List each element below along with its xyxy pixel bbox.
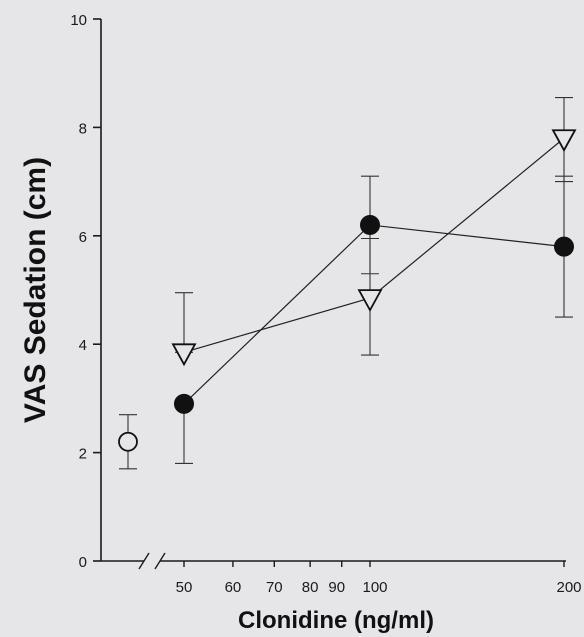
axes: 0 2 4 6 8 10 50 60 70 80 90 100 200 (70, 12, 581, 596)
data-point-filled-circle (360, 214, 380, 235)
x-tick-label: 90 (328, 579, 345, 596)
data-markers (118, 129, 577, 452)
y-tick-label: 6 (79, 229, 87, 246)
data-point-open-triangle (551, 129, 577, 153)
data-point-open-circle (118, 431, 138, 452)
data-point-filled-circle (554, 236, 574, 257)
y-tick-label: 10 (70, 12, 87, 29)
data-point-open-triangle (357, 289, 383, 312)
y-tick-label: 4 (79, 337, 87, 354)
x-axis-title: Clonidine (ng/ml) (238, 607, 434, 634)
x-tick-label: 100 (362, 579, 387, 596)
y-ticks: 0 2 4 6 8 10 (70, 12, 101, 571)
series-lines (183, 137, 565, 405)
x-tick-label: 200 (556, 579, 581, 596)
x-tick-label: 80 (302, 579, 319, 596)
y-tick-label: 8 (79, 120, 87, 137)
series-line (183, 137, 565, 353)
y-tick-label: 0 (79, 554, 87, 571)
data-point-filled-circle (174, 393, 194, 414)
x-tick-label: 50 (176, 579, 193, 596)
x-ticks: 50 60 70 80 90 100 200 (176, 561, 582, 596)
x-tick-label: 70 (266, 579, 283, 596)
y-tick-label: 2 (79, 446, 87, 463)
y-axis-title: VAS Sedation (cm) (19, 157, 52, 423)
data-point-open-triangle (171, 343, 197, 367)
x-tick-label: 60 (225, 579, 242, 596)
x-axis-break (138, 552, 166, 570)
series-line (183, 224, 565, 405)
